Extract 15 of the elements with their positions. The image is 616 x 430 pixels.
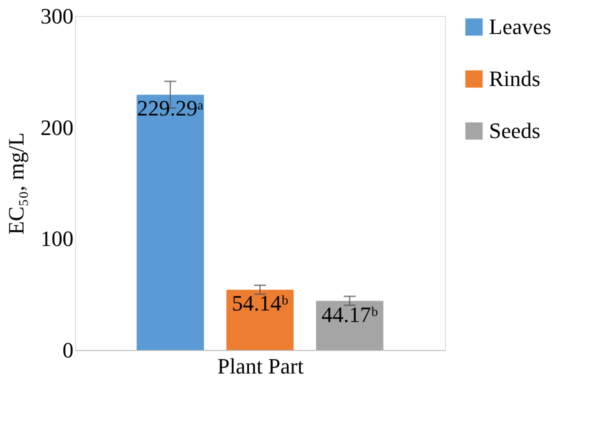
x-axis-title: Plant Part <box>217 354 304 378</box>
y-tick-label: 100 <box>40 226 74 252</box>
legend-label: Leaves <box>489 14 552 39</box>
bar <box>136 94 204 350</box>
y-tick-label: 200 <box>40 114 74 140</box>
data-label: 54.14ᵇ <box>232 290 288 316</box>
data-label: 229.29ᵃ <box>137 96 204 121</box>
y-axis-title: EC₅₀, mg/L <box>4 132 28 235</box>
y-tick-label: 0 <box>62 338 74 362</box>
y-tick-label: 300 <box>40 4 74 28</box>
data-label: 44.17ᵇ <box>322 302 378 327</box>
bar <box>226 290 294 350</box>
bar <box>316 300 384 350</box>
legend-label: Seeds <box>489 118 540 143</box>
legend-label: Rinds <box>489 66 540 91</box>
